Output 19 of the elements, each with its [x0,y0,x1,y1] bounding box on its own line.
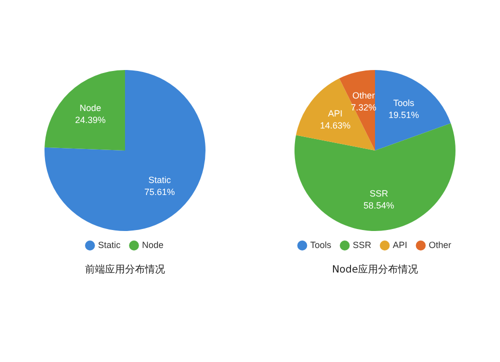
legend-label: API [392,240,408,250]
slice-label: SSR [370,188,389,199]
data-label: 14.63% [320,120,351,131]
legend-label: Node [142,240,164,250]
slice-label: API [328,108,343,119]
legend-label: Other [428,240,452,250]
data-label: 19.51% [388,110,419,120]
data-label: 24.39% [75,115,106,126]
slice-label: Tools [393,98,415,108]
text: Node应用分布情况 [332,264,418,276]
legend-label: SSR [352,240,372,250]
slice-label: Static [148,174,172,185]
slice-label: Other [352,90,375,100]
text: 前端应用分布情况 [85,264,165,276]
legend-label: Static [98,240,121,250]
slice-label: Node [80,103,102,114]
legend-label: Tools [310,240,332,250]
data-label: 75.61% [144,186,175,197]
data-label: 58.54% [364,200,394,211]
